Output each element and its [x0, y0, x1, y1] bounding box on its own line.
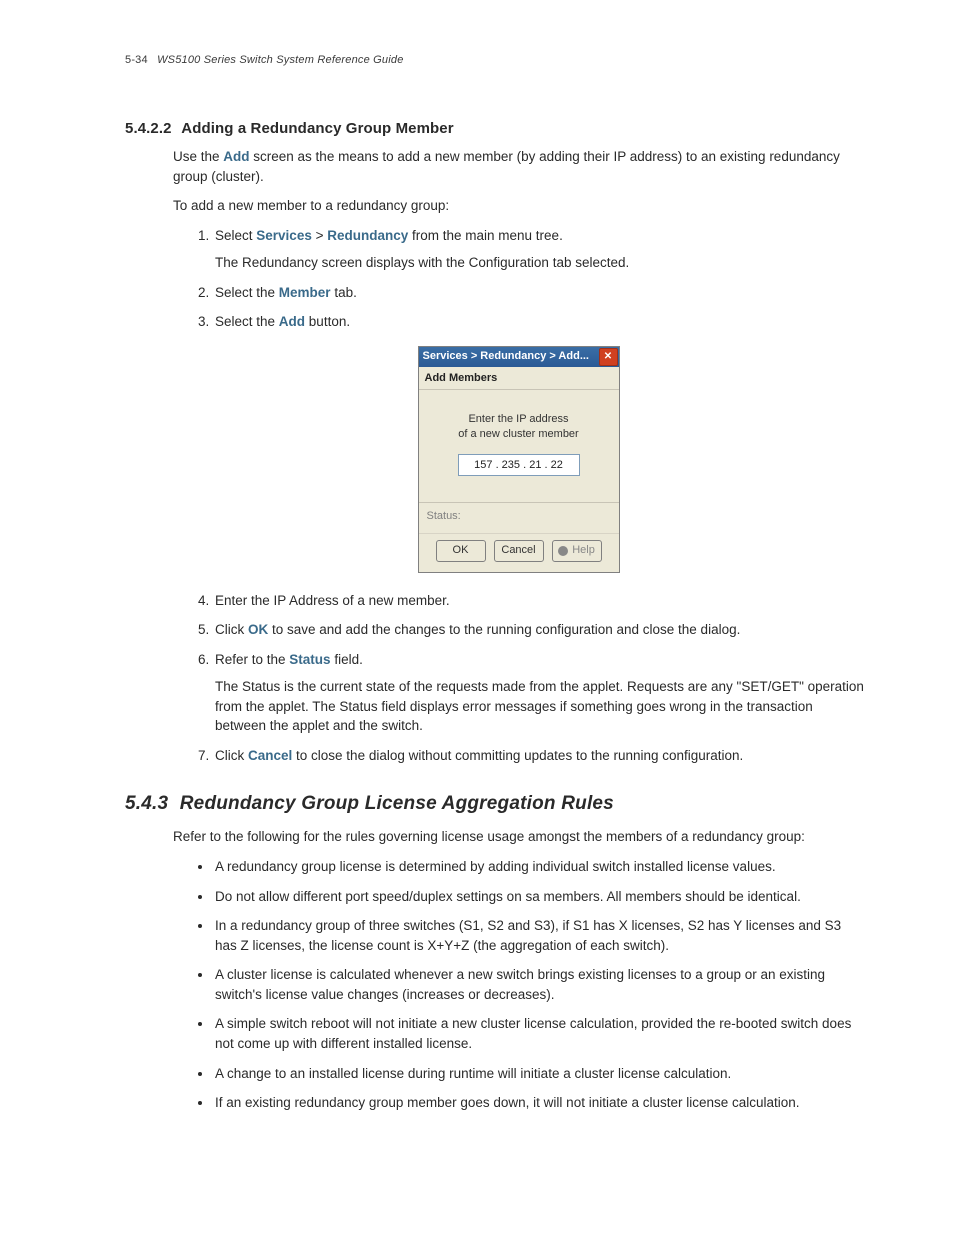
step-4: Enter the IP Address of a new member. — [213, 591, 864, 611]
status-label: Status: — [419, 502, 619, 533]
help-icon — [558, 546, 568, 556]
ok-button[interactable]: OK — [436, 540, 486, 562]
page-number: 5-34 — [125, 54, 148, 66]
step-6: Refer to the Status field. The Status is… — [213, 650, 864, 736]
list-item: A cluster license is calculated whenever… — [213, 965, 864, 1004]
section-543-intro: Refer to the following for the rules gov… — [173, 827, 864, 847]
intro-para-2: To add a new member to a redundancy grou… — [173, 196, 864, 216]
section-title: Adding a Redundancy Group Member — [181, 120, 453, 137]
help-button[interactable]: Help — [552, 540, 602, 562]
list-item: A simple switch reboot will not initiate… — [213, 1014, 864, 1053]
list-item: Do not allow different port speed/duplex… — [213, 887, 864, 907]
add-button-keyword: Add — [279, 314, 305, 329]
list-item: If an existing redundancy group member g… — [213, 1093, 864, 1113]
step-5: Click OK to save and add the changes to … — [213, 620, 864, 640]
section-title-543: Redundancy Group License Aggregation Rul… — [180, 793, 614, 814]
add-keyword: Add — [223, 149, 249, 164]
dialog-titlebar: Services > Redundancy > Add... ✕ — [419, 347, 619, 367]
step-3: Select the Add button. — [213, 312, 864, 332]
list-item: A redundancy group license is determined… — [213, 857, 864, 877]
section-heading-543: 5.4.3 Redundancy Group License Aggregati… — [125, 793, 864, 815]
cancel-button[interactable]: Cancel — [494, 540, 544, 562]
member-keyword: Member — [279, 285, 331, 300]
list-item: A change to an installed license during … — [213, 1064, 864, 1084]
ip-address-input[interactable]: 157 . 235 . 21 . 22 — [458, 454, 580, 476]
dialog-subhead: Add Members — [419, 367, 619, 390]
section-number: 5.4.2.2 — [125, 120, 172, 137]
dialog-title: Services > Redundancy > Add... — [423, 349, 598, 365]
step-2: Select the Member tab. — [213, 283, 864, 303]
doc-title: WS5100 Series Switch System Reference Gu… — [157, 54, 403, 66]
section-heading-5422: 5.4.2.2 Adding a Redundancy Group Member — [125, 120, 864, 137]
page-header: 5-34 WS5100 Series Switch System Referen… — [125, 54, 864, 66]
section-number-543: 5.4.3 — [125, 793, 168, 814]
step-1: Select Services > Redundancy from the ma… — [213, 226, 864, 273]
intro-para-1: Use the Add screen as the means to add a… — [173, 147, 864, 186]
step-6-sub: The Status is the current state of the r… — [215, 677, 864, 736]
services-keyword: Services — [256, 228, 312, 243]
cancel-keyword: Cancel — [248, 748, 292, 763]
close-icon[interactable]: ✕ — [599, 348, 618, 366]
add-member-dialog: Services > Redundancy > Add... ✕ Add Mem… — [418, 346, 620, 573]
step-1-sub: The Redundancy screen displays with the … — [215, 253, 864, 273]
status-keyword: Status — [289, 652, 330, 667]
redundancy-keyword: Redundancy — [327, 228, 408, 243]
list-item: In a redundancy group of three switches … — [213, 916, 864, 955]
ok-keyword: OK — [248, 622, 268, 637]
bullet-list: A redundancy group license is determined… — [173, 857, 864, 1113]
step-7: Click Cancel to close the dialog without… — [213, 746, 864, 766]
dialog-prompt: Enter the IP address of a new cluster me… — [431, 412, 607, 442]
